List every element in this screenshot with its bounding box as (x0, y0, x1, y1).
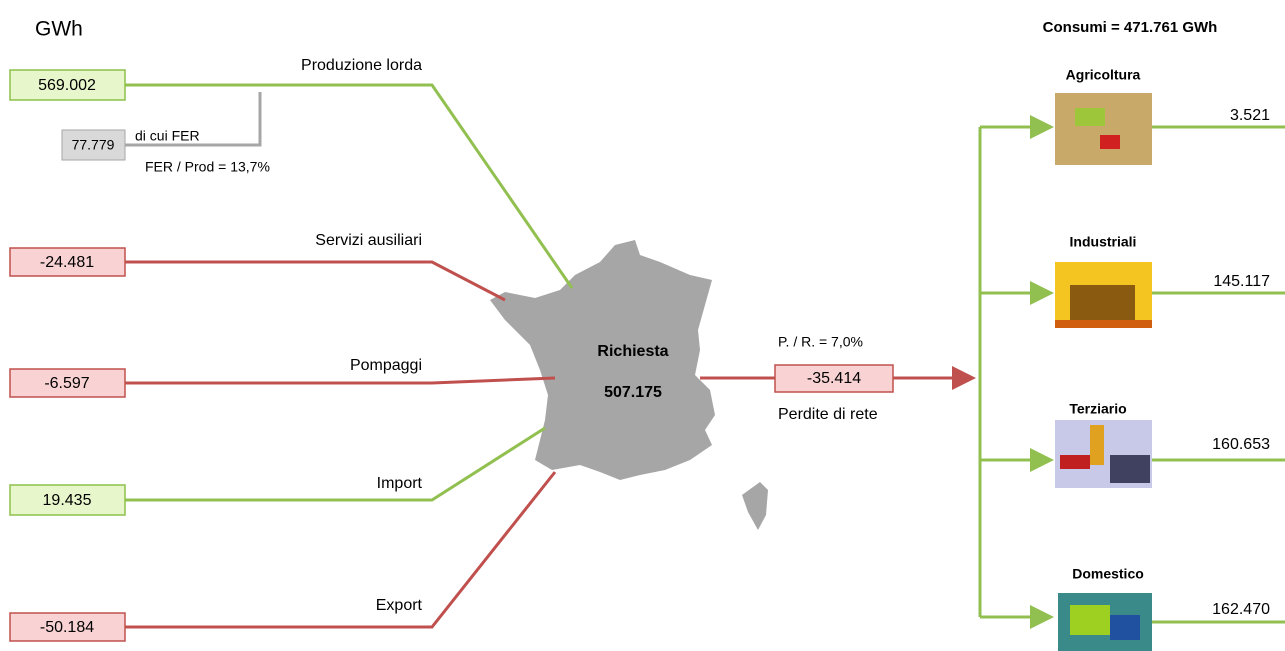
label: FER / Prod = 13,7% (145, 159, 270, 175)
corsica (742, 482, 768, 530)
label: Pompaggi (350, 357, 422, 374)
icons (1055, 93, 1152, 651)
label: Import (377, 475, 423, 492)
sector-value: 3.521 (1230, 107, 1270, 124)
sector-label: Industriali (1070, 234, 1137, 250)
unit: GWh (35, 18, 83, 41)
sector-label: Terziario (1069, 401, 1126, 417)
label: Perdite di rete (778, 406, 878, 423)
sector-label: Domestico (1072, 566, 1144, 582)
value-box (9, 612, 126, 642)
line (125, 471, 557, 629)
value: -6.597 (44, 375, 89, 392)
label: Export (376, 597, 423, 614)
line (125, 260, 506, 302)
value: -50.184 (40, 619, 94, 636)
value: -24.481 (40, 254, 94, 271)
value: -35.414 (807, 370, 861, 387)
value: 19.435 (43, 492, 92, 509)
value: 569.002 (38, 77, 96, 94)
line (125, 92, 262, 147)
sector-label: Agricoltura (1066, 67, 1141, 83)
total: Consumi = 471.761 GWh (1043, 19, 1218, 36)
label: di cui FER (135, 128, 200, 144)
value: 77.779 (72, 137, 115, 153)
value-box (9, 247, 126, 277)
sector-value: 145.117 (1213, 273, 1270, 290)
value-box (9, 69, 126, 101)
line (125, 376, 556, 385)
line (125, 426, 546, 502)
line (125, 83, 574, 289)
sector-value: 162.470 (1212, 601, 1270, 618)
value-box (9, 368, 126, 398)
center-value: 507.175 (604, 384, 662, 401)
sector-value: 160.653 (1212, 436, 1270, 453)
label: Produzione lorda (301, 57, 422, 74)
value-box (774, 364, 894, 393)
center-label: Richiesta (597, 343, 668, 360)
value-box (9, 484, 126, 516)
label: P. / R. = 7,0% (778, 334, 863, 350)
map (490, 240, 715, 480)
label: Servizi ausiliari (315, 232, 422, 249)
value-box (61, 129, 126, 161)
